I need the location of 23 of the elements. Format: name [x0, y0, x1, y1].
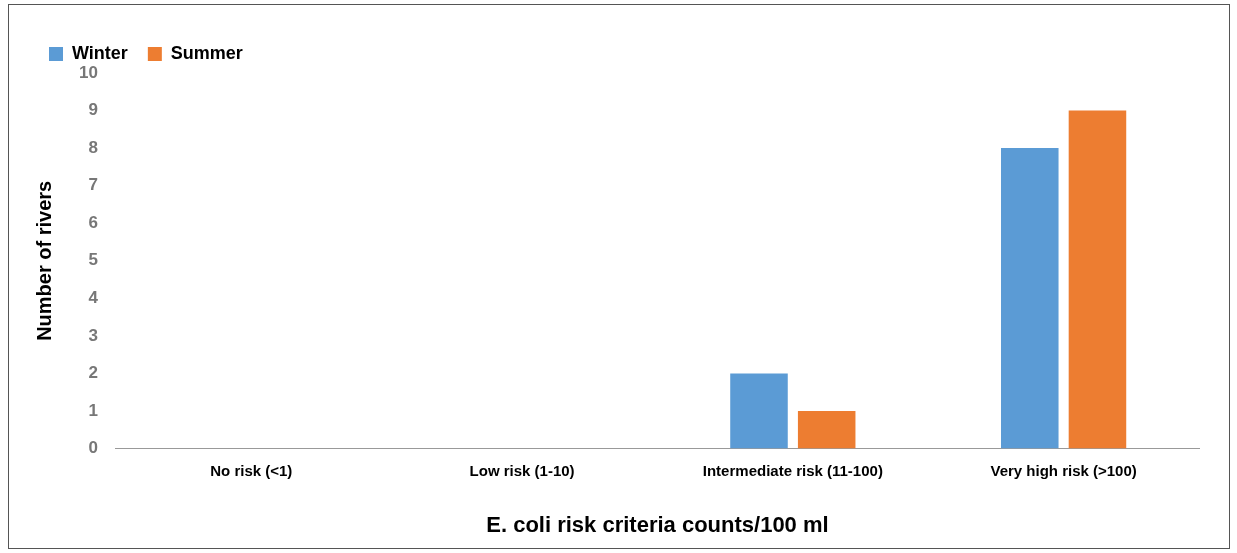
x-tick-label: Intermediate risk (11-100) — [702, 461, 883, 479]
y-tick-label: 8 — [88, 137, 98, 157]
y-tick-label: 2 — [88, 363, 98, 383]
y-tick-label: 6 — [88, 212, 98, 232]
x-tick-label: No risk (<1) — [210, 461, 293, 479]
y-tick-label: 7 — [88, 175, 98, 195]
bar — [730, 373, 788, 449]
y-tick-label: 0 — [88, 438, 98, 458]
legend-label: Summer — [170, 42, 243, 63]
y-tick-label: 3 — [88, 325, 98, 345]
y-tick-label: 10 — [78, 62, 98, 82]
y-tick-label: 5 — [88, 250, 98, 270]
y-tick-label: 4 — [88, 288, 99, 308]
y-tick-label: 9 — [88, 100, 98, 120]
bar — [797, 411, 856, 449]
legend-label: Winter — [72, 42, 128, 63]
y-axis-title: Number of rivers — [32, 180, 55, 341]
y-tick-label: 1 — [88, 400, 98, 420]
bar — [1068, 110, 1127, 449]
x-axis-title: E. coli risk criteria counts/100 ml — [486, 511, 829, 537]
bar — [1001, 148, 1059, 449]
x-tick-label: Low risk (1-10) — [469, 461, 575, 479]
x-tick-label: Very high risk (>100) — [990, 461, 1137, 479]
